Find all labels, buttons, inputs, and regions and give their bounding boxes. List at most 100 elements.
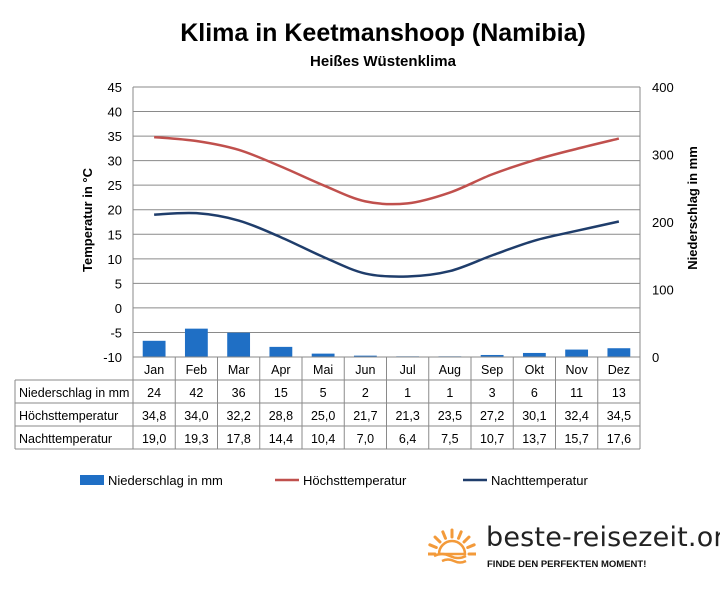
series-line-höchsttemperatur (154, 135, 620, 206)
left-tick-label: 5 (115, 276, 122, 291)
category-label: Aug (439, 363, 461, 377)
precipitation-bar (353, 355, 377, 357)
table-cell: 30,1 (522, 409, 546, 423)
temperature-lines (154, 135, 620, 278)
legend-label: Nachttemperatur (491, 473, 588, 488)
legend-label: Höchsttemperatur (303, 473, 407, 488)
chart-subtitle: Heißes Wüstenklima (310, 53, 457, 70)
sun-icon (428, 528, 476, 564)
table-cell: 28,8 (269, 409, 293, 423)
chart-title: Klima in Keetmanshoop (Namibia) (180, 19, 586, 47)
table-cell: 14,4 (269, 432, 293, 446)
table-cell: 34,8 (142, 409, 166, 423)
category-label: Mar (228, 363, 250, 377)
table-cell: 17,8 (226, 432, 250, 446)
right-axis-label: Niederschlag in mm (685, 146, 700, 270)
table-cell: 34,5 (607, 409, 631, 423)
gridlines (132, 86, 641, 358)
left-tick-label: -5 (110, 325, 122, 340)
left-tick-label: 0 (115, 301, 122, 316)
table-cell: 6,4 (399, 432, 416, 446)
table-cell: 17,6 (607, 432, 631, 446)
table-row-header: Nachttemperatur (19, 432, 112, 446)
category-label: Jul (400, 363, 416, 377)
left-tick-label: 35 (108, 129, 122, 144)
precipitation-bar (311, 353, 335, 357)
legend-swatch (80, 475, 104, 485)
table-cell: 19,0 (142, 432, 166, 446)
table-cell: 19,3 (184, 432, 208, 446)
category-label: Apr (271, 363, 290, 377)
brand-tagline: FINDE DEN PERFEKTEN MOMENT! (487, 559, 647, 570)
series-line-nachttemperatur (154, 211, 620, 278)
table-cell: 1 (446, 386, 453, 400)
precipitation-bar (522, 352, 546, 357)
table-cell: 10,7 (480, 432, 504, 446)
left-axis-ticks: 45 40 35 30 25 20 15 10 5 0 -5 -10 (103, 80, 122, 365)
brand-name: beste-reisezeit.org (486, 522, 720, 553)
table-cell: 5 (320, 386, 327, 400)
table-cell: 34,0 (184, 409, 208, 423)
category-label: Mai (313, 363, 333, 377)
table-cell: 23,5 (438, 409, 462, 423)
precipitation-bar (565, 349, 589, 357)
table-cell: 7,5 (441, 432, 458, 446)
precipitation-bar (607, 348, 631, 357)
table-cell: 6 (531, 386, 538, 400)
left-tick-label: 30 (108, 154, 122, 169)
left-tick-label: 10 (108, 252, 122, 267)
precipitation-bar (227, 332, 251, 357)
left-tick-label: -10 (103, 350, 122, 365)
right-axis-ticks: 400 300 200 100 0 (652, 80, 674, 365)
category-label: Dez (608, 363, 630, 377)
precipitation-bar (480, 354, 504, 357)
left-tick-label: 20 (108, 203, 122, 218)
category-label: Jun (355, 363, 375, 377)
category-label: Nov (566, 363, 589, 377)
left-tick-label: 15 (108, 227, 122, 242)
left-tick-label: 45 (108, 80, 122, 95)
legend: Niederschlag in mm Höchsttemperatur Nachtt… (80, 473, 588, 488)
right-tick-label: 300 (652, 148, 674, 163)
table-cell: 2 (362, 386, 369, 400)
table-cell: 25,0 (311, 409, 335, 423)
category-label: Okt (525, 363, 545, 377)
precipitation-bar (269, 346, 293, 357)
right-tick-label: 100 (652, 283, 674, 298)
right-tick-label: 400 (652, 80, 674, 95)
table-cell: 32,2 (226, 409, 250, 423)
precipitation-bar (142, 340, 166, 357)
table-cell: 7,0 (357, 432, 374, 446)
table-cell: 42 (189, 386, 203, 400)
table-row-header: Höchsttemperatur (19, 409, 118, 423)
table-row-header: Niederschlag in mm (19, 386, 129, 400)
table-cell: 24 (147, 386, 161, 400)
brand-logo: beste-reisezeit.org FINDE DEN PERFEKTEN … (428, 520, 720, 590)
category-label: Feb (186, 363, 208, 377)
left-tick-label: 25 (108, 178, 122, 193)
table-cell: 32,4 (564, 409, 588, 423)
table-cell: 36 (232, 386, 246, 400)
table-cell: 10,4 (311, 432, 335, 446)
table-cell: 1 (404, 386, 411, 400)
category-label: Jan (144, 363, 164, 377)
table-cell: 21,7 (353, 409, 377, 423)
table-cell: 15 (274, 386, 288, 400)
legend-label: Niederschlag in mm (108, 473, 223, 488)
table-cell: 13,7 (522, 432, 546, 446)
table-cell: 15,7 (564, 432, 588, 446)
right-tick-label: 0 (652, 350, 659, 365)
precipitation-bar (184, 328, 208, 357)
category-label: Sep (481, 363, 503, 377)
left-axis-label: Temperatur in °C (80, 167, 95, 272)
left-tick-label: 40 (108, 105, 122, 120)
right-tick-label: 200 (652, 215, 674, 230)
table-cell: 21,3 (395, 409, 419, 423)
table-cell: 13 (612, 386, 626, 400)
table-cell: 3 (489, 386, 496, 400)
precipitation-bars (142, 328, 631, 358)
table-cell: 11 (570, 386, 583, 400)
data-table: Jan Feb Mar Apr Mai Jun Jul Aug Sep Okt Nov Dez Nied… (14, 356, 641, 450)
table-cell: 27,2 (480, 409, 504, 423)
